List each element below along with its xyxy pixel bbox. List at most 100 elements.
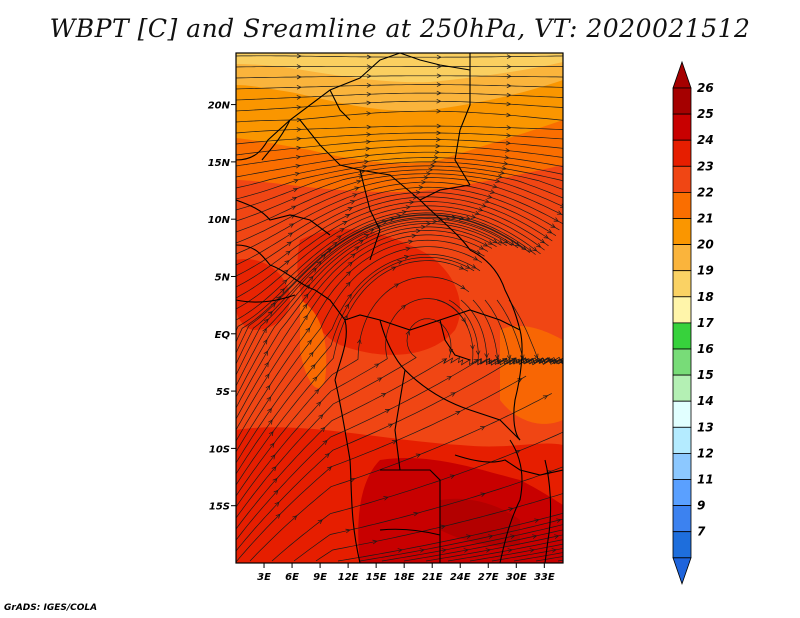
colorbar-segment <box>672 505 692 533</box>
streamline-arrow <box>292 515 298 521</box>
streamline-arrow <box>275 513 281 519</box>
colorbar-segment <box>672 218 692 246</box>
streamline-arrow <box>520 354 525 360</box>
y-tick-label: 20N <box>208 101 231 112</box>
streamline-arrow <box>451 215 457 220</box>
streamline-arrow <box>465 264 471 269</box>
streamline-arrow <box>436 64 442 69</box>
streamline-arrow <box>404 255 410 260</box>
streamline-arrow <box>478 245 485 250</box>
colorbar-label: 26 <box>697 81 714 95</box>
colorbar-segment <box>672 452 692 480</box>
streamline-arrow <box>311 267 317 273</box>
streamline-arrow <box>389 217 395 222</box>
streamline <box>236 201 549 299</box>
streamline-arrow <box>321 253 327 259</box>
streamline-arrow <box>366 111 372 116</box>
streamline-arrow <box>405 205 411 210</box>
streamline <box>447 539 563 562</box>
streamline-arrow <box>385 409 391 414</box>
colorbar-top-arrow <box>672 60 692 89</box>
x-tick-label: 18E <box>394 572 415 583</box>
streamline-arrow <box>470 214 477 219</box>
streamline-arrow <box>364 153 370 159</box>
streamline-arrow <box>536 242 542 248</box>
streamline <box>484 299 563 365</box>
streamline-arrow <box>308 351 314 357</box>
streamline-arrow <box>265 373 270 379</box>
colorbar-segment <box>672 139 692 167</box>
streamline-arrow <box>484 198 490 204</box>
streamline-arrow <box>418 185 424 190</box>
streamline-arrow <box>350 253 356 259</box>
streamline-arrow <box>322 439 328 445</box>
wbpt-shaded-field <box>236 53 563 563</box>
streamline-arrow <box>438 216 444 222</box>
streamline-arrow <box>426 171 431 176</box>
streamline-arrow <box>415 453 422 458</box>
y-tick-label: 15N <box>208 158 231 169</box>
streamline-arrow <box>314 388 320 394</box>
streamline-arrow <box>446 376 452 381</box>
streamline-arrow <box>377 377 383 382</box>
streamline-arrow <box>405 330 411 336</box>
streamline-arrow <box>426 221 432 226</box>
streamline-arrow <box>272 477 278 483</box>
streamline <box>236 205 545 310</box>
streamline-arrow <box>506 54 512 59</box>
streamline-arrow <box>366 92 372 97</box>
x-tick-label: 12E <box>338 572 359 583</box>
colorbar-segment <box>672 322 692 350</box>
streamline-arrow <box>381 393 387 398</box>
streamline-arrow <box>428 167 434 173</box>
colorbar-segment <box>672 374 692 402</box>
streamline-arrow <box>485 548 491 553</box>
streamline-arrow <box>267 310 273 316</box>
streamline-arrow <box>366 73 372 79</box>
colorbar-segment <box>672 87 692 115</box>
streamline-arrow <box>434 149 440 155</box>
streamline-arrow <box>391 266 397 271</box>
streamline-arrow <box>487 240 493 245</box>
streamline-arrow <box>345 528 351 534</box>
streamline-arrow <box>542 395 549 400</box>
streamline-arrow <box>320 426 326 432</box>
streamline-arrow <box>506 112 512 118</box>
streamline-arrow <box>495 178 501 183</box>
colorbar-label: 9 <box>697 499 705 513</box>
streamline <box>236 173 563 233</box>
streamline <box>236 196 553 288</box>
streamline <box>293 466 563 562</box>
y-tick-label: EQ <box>215 330 231 341</box>
streamline-arrow <box>364 234 370 239</box>
streamline-arrow <box>543 234 549 239</box>
streamline <box>236 375 527 563</box>
streamline-arrow <box>440 524 446 530</box>
streamline <box>236 246 483 453</box>
streamline-arrow <box>449 474 456 479</box>
y-tick-label: 5N <box>215 272 231 283</box>
colorbar-bottom-arrow <box>672 557 692 586</box>
streamline-arrow <box>305 327 311 333</box>
streamline-arrow <box>506 133 512 138</box>
x-tick-label: 21E <box>422 572 443 583</box>
colorbar-segment <box>672 165 692 193</box>
streamline <box>236 220 507 387</box>
streamline-arrow <box>303 293 309 299</box>
colorbar-segment <box>672 270 692 298</box>
streamline-arrow <box>291 205 297 210</box>
colorbar-segment <box>672 113 692 141</box>
streamline-arrow <box>296 127 302 132</box>
map-frame <box>235 52 564 564</box>
streamline <box>403 529 563 562</box>
streamline-arrow <box>350 477 356 483</box>
streamline-arrow <box>506 101 512 107</box>
streamline-arrow <box>441 548 447 553</box>
colorbar-segment <box>672 400 692 428</box>
streamline-arrow <box>324 452 330 458</box>
streamline-arrow <box>488 534 494 539</box>
colorbar-label: 20 <box>697 238 714 252</box>
streamline-arrow <box>420 224 426 230</box>
colorbar-segment <box>672 348 692 376</box>
streamline-arrow <box>508 507 514 512</box>
